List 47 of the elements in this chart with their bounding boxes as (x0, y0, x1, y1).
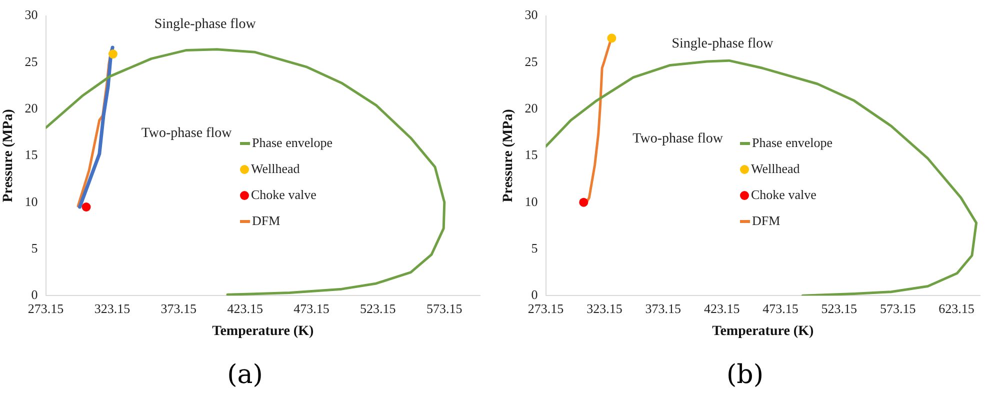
y-tick-label: 20 (24, 100, 38, 116)
y-tick-label: 25 (24, 54, 38, 69)
x-tick-label: 273.15 (528, 300, 564, 316)
x-tick-label: 373.15 (160, 300, 197, 316)
legend-label: Wellhead (751, 161, 800, 177)
y-tick-label: 30 (24, 7, 38, 22)
legend-label: Choke valve (251, 187, 316, 203)
x-axis-title: Temperature (K) (712, 324, 814, 340)
y-axis-title: Pressure (MPa) (501, 108, 516, 202)
annotation: Single-phase flow (154, 16, 257, 32)
y-axis-title: Pressure (MPa) (1, 108, 16, 202)
y-tick-label: 15 (24, 147, 38, 162)
x-tick-label: 323.15 (94, 300, 130, 316)
x-tick-label: 573.15 (880, 300, 916, 316)
y-tick-label: 25 (524, 54, 538, 69)
annotation: Two-phase flow (141, 126, 233, 141)
annotation: Two-phase flow (632, 132, 724, 147)
y-tick-label: 5 (31, 240, 38, 256)
y-tick-label: 0 (531, 287, 538, 302)
x-tick-label: 273.15 (28, 300, 64, 316)
text: (b) (726, 360, 764, 390)
y-tick-label: 20 (524, 100, 538, 116)
y-tick-label: 15 (524, 147, 538, 162)
y-tick-label: 10 (524, 194, 538, 209)
x-tick-label: 523.15 (821, 300, 858, 316)
annotation: Single-phase flow (672, 36, 774, 52)
x-tick-label: 373.15 (645, 300, 682, 316)
y-tick-label: 0 (31, 287, 38, 302)
x-tick-label: 573.15 (426, 300, 462, 316)
x-tick-label: 423.15 (704, 300, 740, 316)
y-tick-label: 10 (24, 194, 38, 209)
x-tick-label: 473.15 (294, 300, 330, 316)
x-tick-label: 623.15 (938, 300, 974, 316)
x-tick-label: 323.15 (586, 300, 622, 316)
legend-label: Phase envelope (752, 135, 833, 151)
legend-label: Choke valve (751, 187, 816, 203)
x-tick-label: 523.15 (360, 300, 396, 316)
y-tick-label: 5 (531, 240, 538, 256)
x-axis-title: Temperature (K) (212, 324, 314, 340)
x-tick-label: 473.15 (762, 300, 798, 316)
y-tick-label: 30 (524, 7, 538, 22)
text: (a) (226, 360, 264, 390)
x-tick-label: 423.15 (227, 300, 263, 316)
legend-label: DFM (252, 213, 280, 229)
legend-label: DFM (752, 213, 780, 229)
legend-label: Wellhead (251, 161, 300, 177)
legend-label: Phase envelope (252, 135, 333, 151)
